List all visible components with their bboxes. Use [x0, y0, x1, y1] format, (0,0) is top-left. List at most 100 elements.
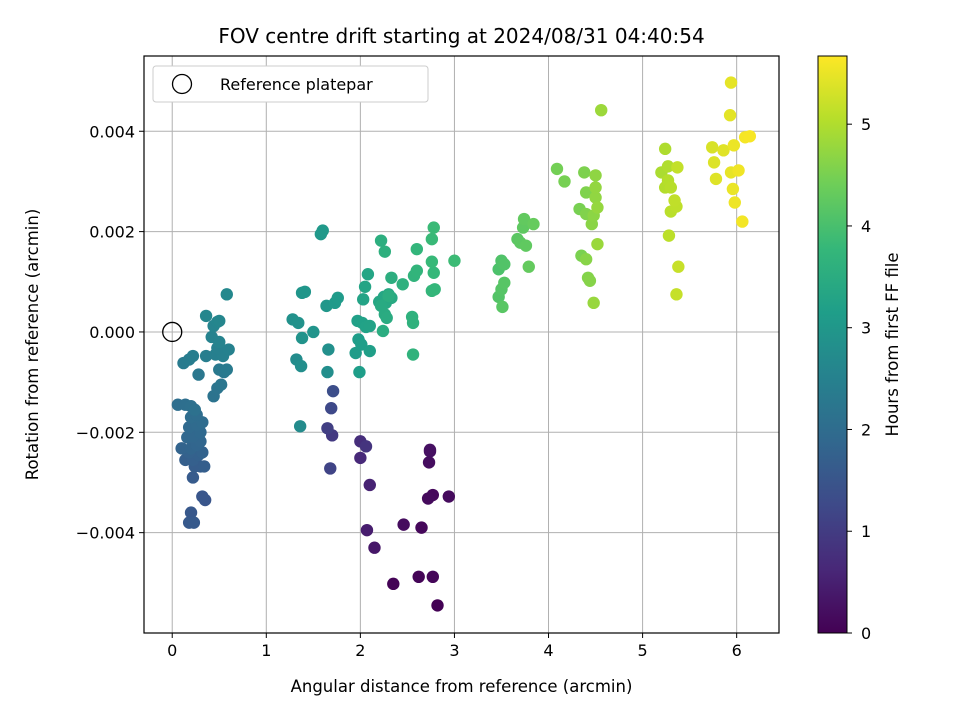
data-point: [496, 300, 509, 314]
data-point: [192, 368, 205, 381]
data-point: [589, 181, 602, 194]
data-point: [728, 196, 741, 209]
data-point: [658, 142, 672, 156]
data-point: [668, 194, 681, 207]
colorbar-tick-label: 5: [861, 115, 871, 134]
data-point: [295, 331, 309, 345]
x-tick-label: 3: [449, 641, 459, 660]
data-point: [356, 293, 370, 306]
data-point: [292, 316, 305, 330]
data-point: [324, 462, 337, 475]
data-point: [517, 212, 531, 226]
data-point: [213, 335, 226, 349]
axis-ticks: 0 1 2 3 4 5 6 −0.004 −0.002 0.000 0.002 0.004: [76, 122, 742, 660]
data-point: [589, 169, 602, 182]
x-tick-label: 0: [167, 641, 177, 660]
data-point: [397, 518, 410, 531]
colorbar-ticks: 0 1 2 3 4 5: [847, 115, 871, 643]
colorbar-tick-label: 1: [861, 522, 871, 541]
y-axis-label: Rotation from reference (arcmin): [23, 209, 42, 481]
data-point: [321, 365, 334, 379]
data-point: [743, 130, 757, 143]
data-point: [331, 291, 344, 305]
data-point: [294, 359, 308, 373]
legend-reference-marker: [171, 73, 193, 95]
chart-title: FOV centre drift starting at 2024/08/31 …: [218, 24, 704, 48]
data-point: [188, 403, 201, 416]
data-point: [360, 523, 374, 537]
data-point: [368, 541, 381, 554]
colorbar-tick-label: 3: [861, 319, 871, 338]
data-point: [522, 260, 535, 273]
data-point: [670, 288, 683, 301]
data-point: [442, 490, 455, 503]
data-point: [498, 258, 511, 271]
data-point: [410, 242, 424, 256]
y-tick-label: 0.004: [89, 122, 135, 141]
x-tick-label: 6: [732, 641, 742, 660]
data-point: [406, 348, 420, 361]
data-point: [717, 144, 730, 157]
data-point: [736, 215, 749, 228]
data-point: [385, 271, 398, 284]
data-point: [196, 490, 209, 503]
data-point: [396, 278, 409, 291]
data-point: [175, 442, 188, 455]
data-point: [583, 274, 597, 287]
data-point: [425, 255, 439, 268]
y-tick-label: 0.002: [89, 223, 135, 242]
data-point: [587, 296, 600, 310]
data-point: [220, 288, 233, 301]
data-point: [376, 324, 390, 338]
x-axis-label: Angular distance from reference (arcmin): [291, 677, 633, 696]
data-point: [198, 460, 211, 473]
data-point: [579, 253, 593, 266]
data-point: [374, 234, 388, 247]
data-point: [355, 338, 368, 351]
data-point: [732, 164, 745, 177]
data-point: [519, 239, 533, 252]
data-points: [171, 76, 757, 612]
data-point: [707, 156, 721, 169]
data-point: [363, 344, 376, 358]
data-point: [378, 245, 392, 258]
data-point: [427, 221, 440, 234]
colorbar-tick-label: 4: [861, 217, 871, 236]
data-point: [727, 139, 741, 152]
data-point: [214, 378, 228, 391]
data-point: [591, 237, 604, 251]
data-point: [664, 181, 678, 194]
data-point: [322, 343, 335, 356]
data-point: [706, 141, 719, 154]
data-point: [406, 316, 420, 330]
data-point: [426, 570, 440, 584]
data-point: [726, 182, 740, 196]
colorbar-tick-label: 2: [861, 420, 871, 439]
data-point: [363, 319, 376, 333]
y-tick-label: −0.004: [76, 524, 135, 543]
colorbar-gradient: [817, 55, 848, 634]
data-point: [662, 229, 676, 242]
legend-box: [152, 65, 429, 103]
legend-label: Reference platepar: [220, 75, 373, 94]
data-point: [550, 162, 564, 176]
data-point: [199, 349, 213, 363]
data-point: [187, 516, 201, 529]
data-point: [558, 175, 571, 188]
y-tick-label: 0.000: [89, 323, 135, 342]
data-point: [199, 309, 213, 323]
data-point: [307, 325, 320, 339]
data-point: [661, 160, 675, 173]
data-point: [723, 109, 737, 122]
colorbar-label: Hours from first FF file: [883, 252, 902, 436]
data-point: [410, 264, 424, 277]
data-point: [325, 402, 338, 415]
data-point: [412, 570, 425, 584]
data-point: [672, 260, 685, 273]
data-point: [380, 311, 393, 325]
data-point: [671, 161, 684, 174]
data-point: [353, 365, 366, 379]
data-point: [387, 577, 400, 591]
data-point: [316, 224, 329, 237]
